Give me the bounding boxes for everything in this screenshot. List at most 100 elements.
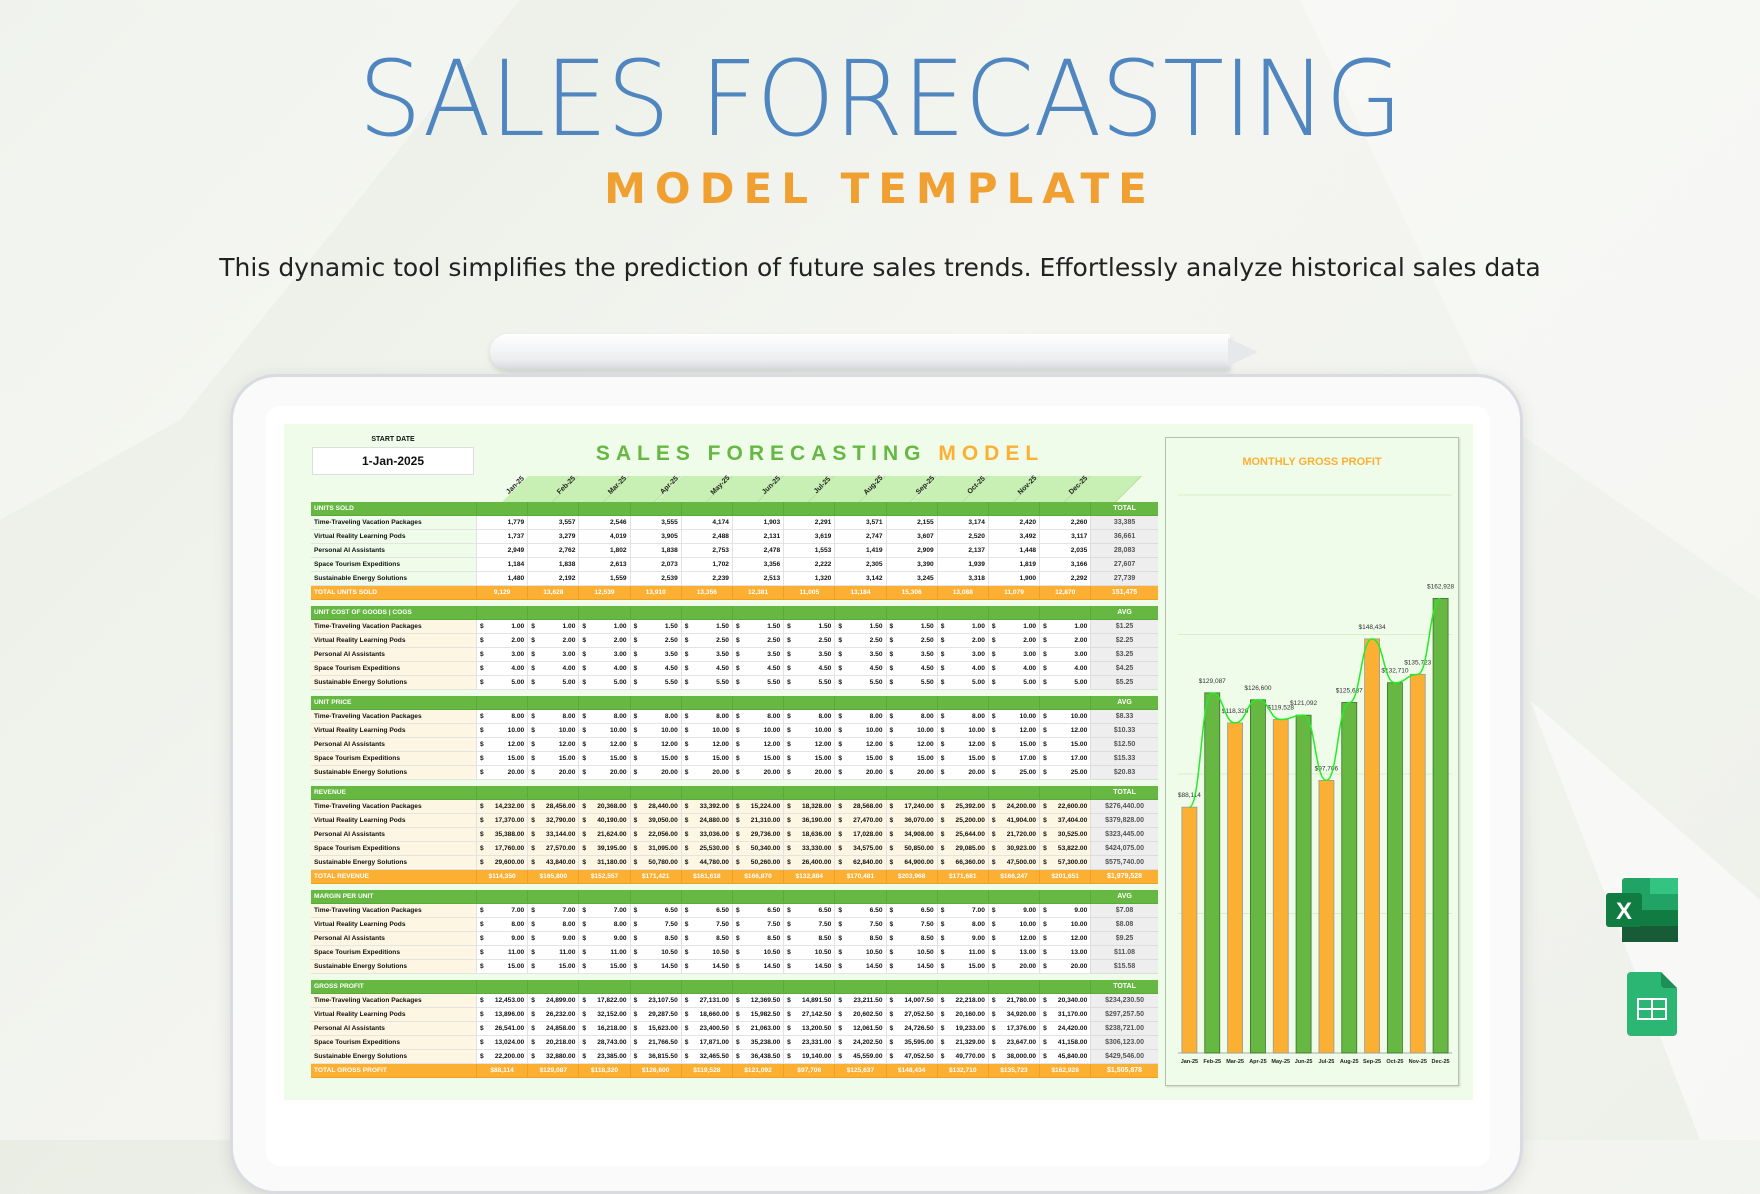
value-cell[interactable]: $7.50 (629, 918, 681, 932)
value-cell[interactable]: $13,200.50 (783, 1022, 835, 1036)
value-cell[interactable]: $10.50 (629, 946, 681, 960)
value-cell[interactable]: $18,660.00 (680, 1008, 732, 1022)
value-cell[interactable]: $10.00 (987, 710, 1040, 724)
value-cell[interactable]: 2,192 (527, 572, 579, 586)
value-cell[interactable]: $15.00 (834, 752, 886, 766)
value-cell[interactable]: $2.00 (476, 634, 528, 648)
value-cell[interactable]: $10.50 (834, 946, 886, 960)
value-cell[interactable]: $3.50 (834, 648, 886, 662)
value-cell[interactable]: 2,420 (987, 516, 1040, 530)
value-cell[interactable]: $5.50 (731, 676, 784, 690)
value-cell[interactable]: $4.00 (936, 662, 988, 676)
value-cell[interactable]: $10.00 (1039, 710, 1091, 724)
value-cell[interactable]: $3.50 (731, 648, 784, 662)
value-cell[interactable]: $15,623.00 (629, 1022, 681, 1036)
value-cell[interactable]: $50,850.00 (885, 842, 937, 856)
value-cell[interactable]: $5.50 (629, 676, 681, 690)
value-cell[interactable]: $2.50 (731, 634, 784, 648)
value-cell[interactable]: $20,368.00 (578, 800, 630, 814)
value-cell[interactable]: $23,385.00 (578, 1050, 630, 1064)
value-cell[interactable]: $49,770.00 (936, 1050, 988, 1064)
value-cell[interactable]: $17.00 (987, 752, 1040, 766)
value-cell[interactable]: $7.00 (527, 904, 579, 918)
value-cell[interactable]: $32,880.00 (527, 1050, 579, 1064)
value-cell[interactable]: $13,896.00 (476, 1008, 528, 1022)
start-date-input[interactable]: 1-Jan-2025 (312, 447, 474, 475)
value-cell[interactable]: $50,780.00 (629, 856, 681, 870)
value-cell[interactable]: $3.00 (527, 648, 579, 662)
value-cell[interactable]: $34,920.00 (987, 1008, 1040, 1022)
value-cell[interactable]: $10.00 (680, 724, 732, 738)
value-cell[interactable]: $14.50 (783, 960, 835, 974)
value-cell[interactable]: $10.00 (527, 724, 579, 738)
value-cell[interactable]: $27,142.50 (783, 1008, 835, 1022)
value-cell[interactable]: $7.00 (476, 904, 528, 918)
value-cell[interactable]: $7.00 (936, 904, 988, 918)
value-cell[interactable]: $5.00 (936, 676, 988, 690)
value-cell[interactable]: $12.00 (834, 738, 886, 752)
value-cell[interactable]: $41,158.00 (1039, 1036, 1091, 1050)
value-cell[interactable]: $3.00 (936, 648, 988, 662)
value-cell[interactable]: $32,152.00 (578, 1008, 630, 1022)
value-cell[interactable]: $5.00 (1039, 676, 1091, 690)
value-cell[interactable]: $18,328.00 (783, 800, 835, 814)
value-cell[interactable]: $27,052.50 (885, 1008, 937, 1022)
value-cell[interactable]: $4.50 (680, 662, 732, 676)
value-cell[interactable]: $14,007.50 (885, 994, 937, 1008)
value-cell[interactable]: 1,900 (987, 572, 1040, 586)
value-cell[interactable]: $9.00 (987, 904, 1040, 918)
value-cell[interactable]: $4.00 (527, 662, 579, 676)
value-cell[interactable]: $10.50 (680, 946, 732, 960)
value-cell[interactable]: $9.00 (527, 932, 579, 946)
value-cell[interactable]: $9.00 (578, 932, 630, 946)
value-cell[interactable]: 3,318 (936, 572, 988, 586)
value-cell[interactable]: $8.00 (476, 710, 528, 724)
value-cell[interactable]: $13,024.00 (476, 1036, 528, 1050)
value-cell[interactable]: $20.00 (885, 766, 937, 780)
value-cell[interactable]: $8.00 (731, 710, 784, 724)
value-cell[interactable]: $14.50 (834, 960, 886, 974)
value-cell[interactable]: $17.00 (1039, 752, 1091, 766)
value-cell[interactable]: $36,438.50 (731, 1050, 784, 1064)
value-cell[interactable]: 2,539 (629, 572, 681, 586)
value-cell[interactable]: $10.00 (987, 918, 1040, 932)
value-cell[interactable]: $23,331.00 (783, 1036, 835, 1050)
value-cell[interactable]: 2,155 (885, 516, 937, 530)
value-cell[interactable]: $30,525.00 (1039, 828, 1091, 842)
value-cell[interactable]: $4.00 (987, 662, 1040, 676)
value-cell[interactable]: 2,073 (629, 558, 681, 572)
value-cell[interactable]: $35,595.00 (885, 1036, 937, 1050)
value-cell[interactable]: 2,513 (731, 572, 784, 586)
value-cell[interactable]: $15.00 (987, 738, 1040, 752)
value-cell[interactable]: $4.50 (783, 662, 835, 676)
value-cell[interactable]: $3.00 (987, 648, 1040, 662)
value-cell[interactable]: $29,287.50 (629, 1008, 681, 1022)
value-cell[interactable]: $26,232.00 (527, 1008, 579, 1022)
value-cell[interactable]: 2,613 (578, 558, 630, 572)
value-cell[interactable]: $41,904.00 (987, 814, 1040, 828)
value-cell[interactable]: $9.00 (1039, 904, 1091, 918)
value-cell[interactable]: $15.00 (578, 960, 630, 974)
value-cell[interactable]: $10.00 (885, 724, 937, 738)
value-cell[interactable]: $28,568.00 (834, 800, 886, 814)
value-cell[interactable]: 3,142 (834, 572, 886, 586)
value-cell[interactable]: $21,329.00 (936, 1036, 988, 1050)
value-cell[interactable]: $3.00 (578, 648, 630, 662)
value-cell[interactable]: $2.50 (629, 634, 681, 648)
value-cell[interactable]: $33,144.00 (527, 828, 579, 842)
value-cell[interactable]: 4,019 (578, 530, 630, 544)
value-cell[interactable]: $11.00 (527, 946, 579, 960)
value-cell[interactable]: $15.00 (1039, 738, 1091, 752)
value-cell[interactable]: 3,390 (885, 558, 937, 572)
value-cell[interactable]: $6.50 (885, 904, 937, 918)
value-cell[interactable]: $6.50 (629, 904, 681, 918)
value-cell[interactable]: $8.00 (834, 710, 886, 724)
value-cell[interactable]: $2.50 (885, 634, 937, 648)
value-cell[interactable]: $14,232.00 (476, 800, 528, 814)
value-cell[interactable]: $44,780.00 (680, 856, 732, 870)
value-cell[interactable]: $40,190.00 (578, 814, 630, 828)
value-cell[interactable]: $5.50 (885, 676, 937, 690)
value-cell[interactable]: $1.50 (885, 620, 937, 634)
value-cell[interactable]: $22,200.00 (476, 1050, 528, 1064)
value-cell[interactable]: $15,224.00 (731, 800, 784, 814)
